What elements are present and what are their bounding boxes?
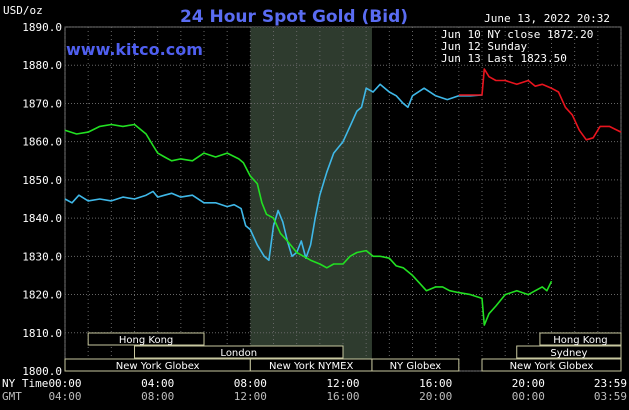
timestamp: June 13, 2022 20:32 (484, 12, 610, 25)
x-axis-labels: 00:00 04:00 08:00 12:00 16:00 20:00 23:5904:00… (48, 377, 627, 403)
ny-tick-label: 20:00 (512, 377, 545, 390)
session-box (87, 332, 205, 346)
session-box (516, 345, 622, 359)
y-tick-label: 1800.0 (22, 365, 62, 378)
ny-tick-label: 16:00 (419, 377, 452, 390)
session-label: New York NYMEX (269, 361, 354, 372)
y-tick-label: 1810.0 (22, 327, 62, 340)
gmt-tick-label: 03:59 (594, 390, 627, 403)
gmt-tick-label: 00:00 (512, 390, 545, 403)
legend-item-jun10: Jun 10 NY close 1872.20 (441, 28, 593, 41)
session-label: Sydney (550, 348, 587, 359)
y-tick-label: 1840.0 (22, 212, 62, 225)
y-tick-label: 1870.0 (22, 97, 62, 110)
nymex-highlight-band (250, 27, 372, 371)
session-box (481, 358, 622, 372)
site-link[interactable]: www.kitco.com (66, 40, 203, 59)
gmt-tick-label: 08:00 (141, 390, 174, 403)
session-label: NY Globex (390, 361, 442, 372)
legend-item-jun13: Jun 13 Last 1823.50 (441, 52, 567, 65)
ny-tick-label: 08:00 (234, 377, 267, 390)
legend: Jun 10 NY close 1872.20 Jun 12 Sunday Ju… (441, 28, 593, 65)
units-label: USD/oz (3, 4, 43, 17)
session-label: New York Globex (510, 361, 594, 372)
price-series (64, 68, 622, 326)
ny-tick-label: 12:00 (326, 377, 359, 390)
series-line (64, 83, 483, 261)
y-tick-label: 1860.0 (22, 136, 62, 149)
legend-item-jun12: Jun 12 Sunday (441, 40, 527, 53)
gmt-label: GMT (2, 390, 22, 403)
y-tick-label: 1830.0 (22, 250, 62, 263)
gmt-tick-label: 16:00 (326, 390, 359, 403)
session-label: Hong Kong (119, 335, 173, 346)
y-tick-label: 1850.0 (22, 174, 62, 187)
session-label: Hong Kong (553, 335, 607, 346)
session-box (371, 358, 460, 372)
session-box (134, 345, 344, 359)
ny-tick-label: 00:00 (48, 377, 81, 390)
session-label: New York Globex (116, 361, 200, 372)
series-line (458, 68, 622, 141)
gmt-tick-label: 12:00 (234, 390, 267, 403)
session-box (539, 332, 622, 346)
session-label: London (220, 348, 257, 359)
y-tick-label: 1820.0 (22, 289, 62, 302)
market-sessions: Hong Kong London New York Globex New York N… (64, 332, 622, 372)
chart-title: 24 Hour Spot Gold (Bid) (180, 7, 408, 27)
series-line (64, 123, 553, 326)
ny-tick-label: 04:00 (141, 377, 174, 390)
ny-time-label: NY Time (2, 377, 48, 390)
y-tick-label: 1880.0 (22, 59, 62, 72)
y-tick-label: 1890.0 (22, 21, 62, 34)
gmt-tick-label: 20:00 (419, 390, 452, 403)
y-axis-labels: 1800.0 1810.0 1820.0 1830.0 1840.0 1850.0 1860… (22, 21, 62, 378)
gmt-tick-label: 04:00 (48, 390, 81, 403)
ny-tick-label: 23:59 (594, 377, 627, 390)
